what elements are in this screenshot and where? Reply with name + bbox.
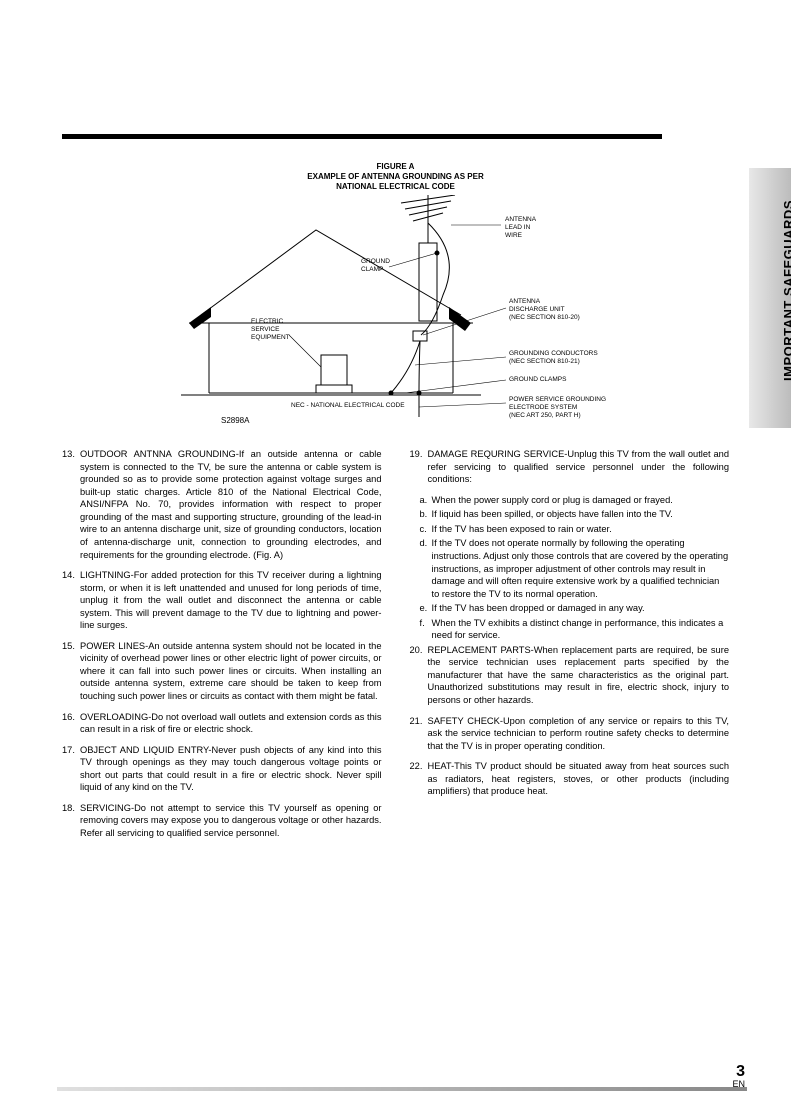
sub-item: c.If the TV has been exposed to rain or …	[420, 523, 730, 536]
sub-item: f.When the TV exhibits a distinct change…	[420, 617, 730, 642]
figure-title: FIGURE A	[146, 162, 646, 171]
sub-item: b.If liquid has been spilled, or objects…	[420, 508, 730, 521]
list-item: 15.POWER LINES-An outside antenna system…	[62, 640, 382, 703]
list-item: 21.SAFETY CHECK-Upon completion of any s…	[410, 715, 730, 753]
figure-a: FIGURE A EXAMPLE OF ANTENNA GROUNDING AS…	[146, 162, 646, 430]
sub-item-letter: d.	[420, 537, 432, 550]
list-item: 13.OUTDOOR ANTNNA GROUNDING-If an outsid…	[62, 448, 382, 561]
sub-item: e.If the TV has been dropped or damaged …	[420, 602, 730, 615]
svg-text:NEC - NATIONAL ELECTRICAL CODE: NEC - NATIONAL ELECTRICAL CODE	[291, 402, 405, 409]
item-number: 13.	[62, 448, 80, 461]
list-item: 14.LIGHTNING-For added protection for th…	[62, 569, 382, 632]
page-number: 3	[736, 1063, 745, 1080]
sub-item: d.If the TV does not operate normally by…	[420, 537, 730, 600]
svg-text:S2898A: S2898A	[221, 416, 250, 425]
item-number: 21.	[410, 715, 428, 728]
list-item: 16.OVERLOADING-Do not overload wall outl…	[62, 711, 382, 736]
item-number: 16.	[62, 711, 80, 724]
svg-text:GROUNDING CONDUCTORS(NEC SECTI: GROUNDING CONDUCTORS(NEC SECTION 810-21)	[509, 350, 598, 365]
figure-subtitle-1: EXAMPLE OF ANTENNA GROUNDING AS PER	[146, 172, 646, 182]
list-item: 17.OBJECT AND LIQUID ENTRY-Never push ob…	[62, 744, 382, 794]
footer-rule	[57, 1087, 747, 1091]
page-lang: EN	[732, 1079, 745, 1089]
svg-text:ELECTRICSERVICEEQUIPMENT: ELECTRICSERVICEEQUIPMENT	[251, 318, 290, 341]
item-number: 22.	[410, 760, 428, 773]
item-number: 19.	[410, 448, 428, 461]
sub-item-letter: f.	[420, 617, 432, 630]
svg-text:GROUND CLAMPS: GROUND CLAMPS	[509, 376, 567, 383]
sub-item-letter: c.	[420, 523, 432, 536]
page-footer: 3 EN	[732, 1063, 745, 1091]
sub-item-letter: a.	[420, 494, 432, 507]
list-item: 19.DAMAGE REQURING SERVICE-Unplug this T…	[410, 448, 730, 486]
figure-subtitle-2: NATIONAL ELECTRICAL CODE	[146, 182, 646, 192]
list-item: 20.REPLACEMENT PARTS-When replacement pa…	[410, 644, 730, 707]
item-number: 18.	[62, 802, 80, 815]
svg-text:ANTENNADISCHARGE UNIT(NEC SECT: ANTENNADISCHARGE UNIT(NEC SECTION 810-20…	[509, 298, 580, 321]
sub-item-letter: b.	[420, 508, 432, 521]
body-columns: 13.OUTDOOR ANTNNA GROUNDING-If an outsid…	[62, 448, 729, 847]
item-number: 15.	[62, 640, 80, 653]
sub-item: a.When the power supply cord or plug is …	[420, 494, 730, 507]
left-column: 13.OUTDOOR ANTNNA GROUNDING-If an outsid…	[62, 448, 382, 847]
list-item: 18.SERVICING-Do not attempt to service t…	[62, 802, 382, 840]
item-number: 20.	[410, 644, 428, 657]
antenna-grounding-diagram: ANTENNALEAD INWIRE GROUNDCLAMP ANTENNADI…	[161, 195, 631, 430]
svg-text:ANTENNALEAD INWIRE: ANTENNALEAD INWIRE	[505, 216, 537, 239]
item-number: 17.	[62, 744, 80, 757]
svg-text:POWER SERVICE GROUNDINGELECTRO: POWER SERVICE GROUNDINGELECTRODE SYSTEM(…	[509, 396, 606, 419]
right-column: 19.DAMAGE REQURING SERVICE-Unplug this T…	[410, 448, 730, 847]
sub-item-letter: e.	[420, 602, 432, 615]
list-item: 22.HEAT-This TV product should be situat…	[410, 760, 730, 798]
item-number: 14.	[62, 569, 80, 582]
page-content: FIGURE A EXAMPLE OF ANTENNA GROUNDING AS…	[0, 0, 791, 848]
